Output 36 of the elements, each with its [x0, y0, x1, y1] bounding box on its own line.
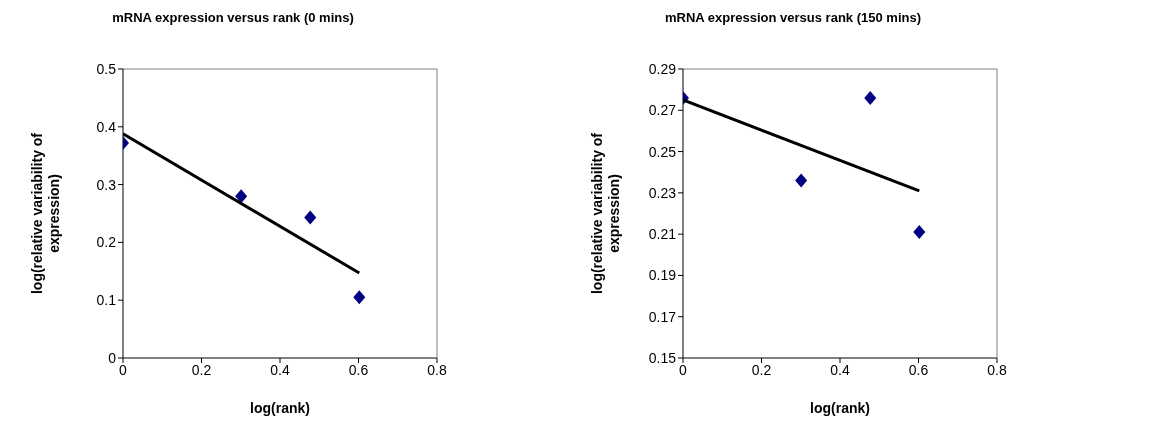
y-tick-label: 0: [108, 349, 117, 366]
point: [864, 90, 877, 105]
x-tick-label: 0.8: [987, 361, 1007, 378]
x-tick-label: 0.4: [830, 361, 850, 378]
y-tick-label: 0.29: [648, 60, 677, 77]
y-axis-title: log(relative variability of expression): [29, 132, 62, 295]
y-tick-label: 0.15: [648, 349, 677, 366]
point: [795, 173, 808, 188]
y-tick-label: 0.4: [96, 118, 117, 135]
x-axis-title: log(rank): [250, 400, 310, 416]
x-tick-label: 0: [679, 361, 688, 378]
y-tick-label: 0.5: [96, 60, 117, 77]
x-tick-label: 0: [119, 361, 128, 378]
x-axis-title: log(rank): [810, 400, 870, 416]
y-tick-label: 0.25: [648, 143, 677, 160]
y-tick-label: 0.2: [96, 234, 117, 251]
x-tick-label: 0.6: [908, 361, 929, 378]
x-tick-label: 0.2: [191, 361, 212, 378]
y-tick-label: 0.17: [648, 308, 677, 325]
x-tick-label: 0.4: [270, 361, 290, 378]
point: [304, 210, 317, 225]
chart-title: mRNA expression versus rank (150 mins): [664, 9, 922, 27]
y-tick-label: 0.27: [648, 102, 677, 119]
y-tick-label: 0.19: [648, 267, 677, 284]
point: [913, 225, 926, 240]
y-tick-label: 0.23: [648, 184, 677, 201]
x-tick-label: 0.8: [427, 361, 447, 378]
x-tick-label: 0.6: [348, 361, 369, 378]
y-tick-label: 0.1: [96, 292, 117, 309]
y-axis-title: log(relative variability of expression): [589, 132, 622, 295]
y-tick-label: 0.3: [96, 176, 117, 193]
chart-title: mRNA expression versus rank (0 mins): [111, 9, 355, 27]
point: [353, 290, 366, 305]
y-tick-label: 0.21: [648, 226, 677, 243]
x-tick-label: 0.2: [751, 361, 772, 378]
point: [235, 189, 248, 204]
